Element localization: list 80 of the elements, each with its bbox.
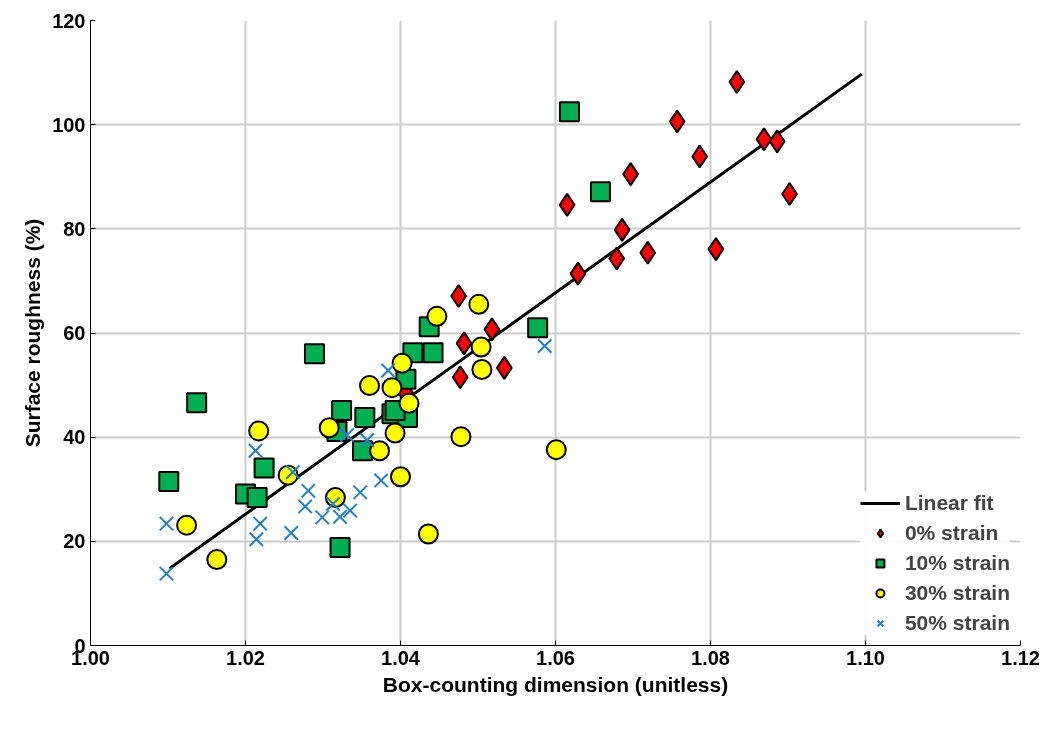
point [398,392,420,414]
point [558,101,580,123]
legend-label: Linear fit [904,491,994,515]
point [352,484,368,501]
point [283,525,299,541]
point [450,426,472,448]
point [314,509,330,526]
legend-label: 0% strain [904,521,999,545]
y-tick-label: 20 [63,530,86,553]
point [329,537,351,559]
point [318,417,340,439]
point [455,331,473,356]
point [158,565,175,582]
point [359,375,380,397]
point [384,422,406,444]
point [707,237,725,262]
point [380,362,396,379]
point [331,400,353,422]
point [253,457,275,479]
point [186,392,208,414]
y-tick-label: 60 [63,322,86,344]
point [417,523,439,545]
x-tick-label: 1.04 [381,646,421,669]
point [668,109,686,134]
point [342,502,358,519]
point [569,261,587,286]
legend-label: 10% strain [904,551,1010,575]
point [527,317,549,339]
x-tick-label: 1.10 [846,646,885,669]
point [589,181,611,203]
point [176,514,198,536]
y-tick-label: 100 [52,113,86,136]
legend-label: 50% strain [904,611,1010,635]
point [728,69,746,94]
point [558,192,576,217]
point [303,343,325,365]
point [332,509,348,525]
point [639,240,657,265]
point [206,549,228,571]
point [622,162,640,187]
y-tick-label: 120 [52,9,86,32]
point [297,498,313,515]
point [252,515,268,532]
point [390,466,411,488]
point [471,358,493,380]
x-tick-label: 1.12 [1001,646,1040,669]
point [246,487,268,509]
point [369,440,391,462]
y-tick-label: 80 [63,217,86,240]
point [373,472,389,489]
x-axis-title: Box-counting dimension (unitless) [382,672,729,696]
point [248,420,270,442]
point [426,305,448,327]
x-tick-label: 1.06 [536,646,575,669]
point [470,336,492,358]
y-axis-title: Surface roughness (%) [21,218,45,448]
point [422,342,444,364]
point [300,483,316,499]
x-tick-label: 1.02 [226,646,265,669]
point [359,432,375,449]
point [391,352,413,374]
point [468,293,490,315]
point [608,246,626,271]
y-tick-label: 40 [63,426,86,449]
point [536,338,553,354]
point [483,317,501,342]
legend-label: 30% strain [904,581,1010,605]
point [247,442,264,459]
point [354,406,376,428]
point [158,470,180,492]
point [755,127,773,152]
point [339,427,355,443]
point [545,439,567,461]
point [158,515,175,532]
point [451,365,469,390]
point [768,129,786,154]
x-tick-label: 1.08 [691,646,730,669]
point [248,531,265,547]
point [381,377,403,399]
point [613,217,631,242]
